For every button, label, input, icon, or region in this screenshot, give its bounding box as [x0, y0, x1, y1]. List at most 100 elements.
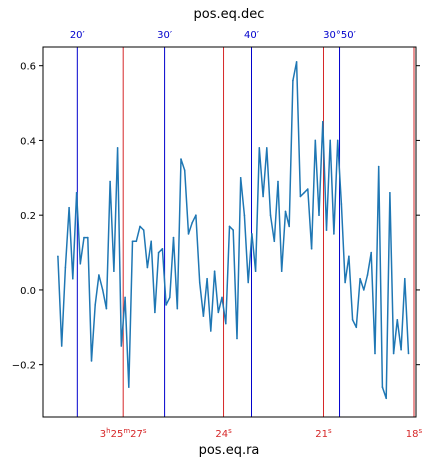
- x-axis-label: pos.eq.ra: [199, 443, 260, 458]
- data-point-85: [374, 352, 376, 355]
- y-tick-label-3: 0.4: [20, 136, 36, 147]
- data-point-39: [202, 315, 205, 317]
- data-point-23: [142, 229, 145, 231]
- data-point-77: [344, 281, 346, 284]
- y-tick-label-1: 0.0: [20, 286, 36, 297]
- data-point-31: [172, 236, 175, 239]
- data-point-48: [236, 337, 238, 340]
- data-point-25: [150, 240, 152, 243]
- data-point-54: [258, 147, 261, 149]
- data-point-50: [243, 214, 246, 216]
- data-point-27: [157, 251, 160, 254]
- data-point-81: [359, 277, 361, 280]
- data-point-78: [348, 255, 350, 258]
- data-point-92: [400, 348, 402, 351]
- y-tick-label-2: 0.2: [20, 211, 36, 222]
- data-point-4: [72, 277, 74, 280]
- data-point-10: [94, 304, 96, 306]
- ra-tick-label-0: 3h25m27s: [100, 427, 147, 440]
- data-point-17: [120, 345, 123, 347]
- data-point-12: [101, 289, 104, 291]
- data-point-73: [329, 139, 332, 142]
- data-point-24: [146, 266, 149, 269]
- dec-tick-label-0: 20′: [70, 30, 86, 41]
- data-point-14: [109, 180, 111, 183]
- series-layer: [57, 61, 410, 400]
- data-point-11: [98, 274, 100, 276]
- data-point-71: [322, 120, 324, 123]
- data-point-83: [366, 274, 369, 276]
- data-point-35: [187, 233, 190, 235]
- data-point-40: [206, 277, 208, 280]
- data-point-90: [392, 352, 395, 355]
- data-point-74: [333, 233, 335, 235]
- data-point-29: [165, 304, 167, 306]
- data-point-64: [295, 61, 298, 63]
- data-point-46: [228, 225, 231, 228]
- data-point-70: [318, 214, 320, 216]
- data-point-26: [154, 311, 156, 314]
- data-point-45: [225, 322, 227, 325]
- data-point-43: [217, 311, 220, 314]
- y-tick-label-4: 0.6: [20, 62, 36, 73]
- data-point-1: [60, 345, 63, 347]
- data-point-22: [139, 225, 141, 228]
- data-point-52: [251, 233, 253, 235]
- coordinate-grid: [76, 47, 415, 417]
- data-point-18: [124, 296, 126, 299]
- data-point-33: [180, 158, 182, 160]
- data-point-34: [183, 169, 186, 172]
- data-point-30: [169, 296, 171, 299]
- data-point-86: [377, 165, 380, 168]
- data-point-16: [116, 147, 119, 149]
- data-point-21: [135, 240, 138, 243]
- data-point-59: [277, 180, 279, 183]
- data-point-91: [396, 319, 399, 321]
- data-point-69: [314, 139, 317, 142]
- data-point-0: [57, 255, 59, 258]
- data-point-53: [254, 270, 257, 273]
- ra-tick-label-1: 24s: [215, 427, 232, 440]
- data-point-72: [325, 229, 328, 231]
- data-point-15: [113, 270, 115, 273]
- data-point-80: [355, 326, 358, 329]
- data-point-8: [87, 236, 89, 239]
- data-point-6: [79, 263, 82, 265]
- data-point-62: [288, 225, 291, 228]
- data-point-87: [381, 386, 384, 388]
- data-point-38: [198, 281, 201, 284]
- dec-tick-label-3: 30°50′: [323, 30, 356, 41]
- data-point-55: [262, 195, 264, 198]
- dec-tick-label-2: 40′: [244, 30, 260, 41]
- chart-title: pos.eq.dec: [194, 7, 265, 22]
- data-point-41: [210, 330, 212, 332]
- data-point-75: [336, 139, 339, 142]
- data-point-89: [389, 192, 391, 194]
- dec-tick-label-1: 30′: [157, 30, 173, 41]
- data-point-44: [221, 296, 223, 299]
- data-point-13: [105, 307, 108, 310]
- data-point-76: [340, 203, 343, 205]
- data-point-63: [292, 79, 294, 82]
- data-point-84: [370, 251, 373, 254]
- data-point-60: [280, 270, 283, 273]
- data-point-3: [68, 206, 70, 209]
- plot-frame: [42, 46, 417, 418]
- data-point-88: [385, 397, 388, 400]
- data-point-37: [195, 214, 197, 216]
- data-point-7: [83, 236, 85, 239]
- data-point-61: [284, 210, 287, 213]
- data-point-57: [269, 214, 272, 216]
- data-point-36: [191, 221, 193, 224]
- data-point-2: [64, 266, 67, 269]
- data-point-9: [90, 360, 93, 362]
- data-point-5: [75, 192, 78, 194]
- data-point-68: [310, 248, 313, 250]
- data-point-42: [213, 270, 216, 273]
- data-point-49: [239, 177, 242, 179]
- data-point-94: [407, 352, 410, 355]
- data-point-20: [131, 240, 134, 243]
- ra-tick-label-2: 21s: [315, 427, 332, 440]
- ra-tick-label-3: 18s: [406, 427, 423, 440]
